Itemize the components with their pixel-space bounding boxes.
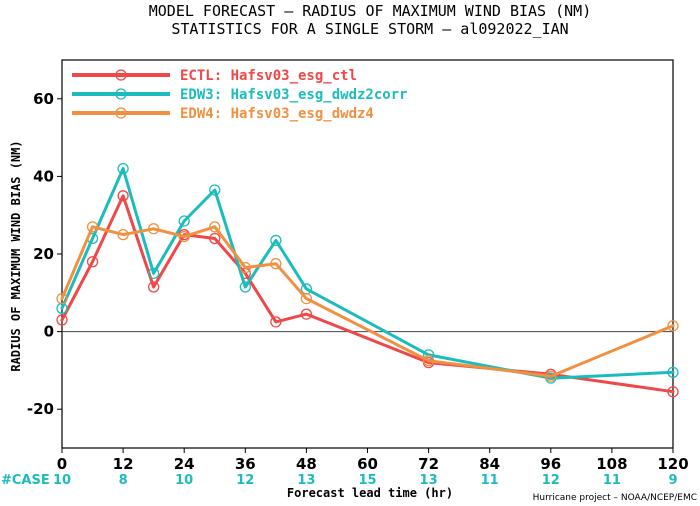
- data-point: [56, 292, 68, 305]
- data-point: [117, 190, 129, 202]
- x-tick-label: 36: [235, 455, 256, 473]
- y-tick-label: 40: [33, 167, 54, 185]
- legend-marker-2: [115, 88, 127, 100]
- credit-text: Hurricane project – NOAA/NCEP/EMC: [533, 493, 697, 503]
- chart-subtitle: STATISTICS FOR A SINGLE STORM – al092022…: [171, 20, 568, 38]
- x-tick-label: 24: [174, 455, 195, 473]
- x-tick-label: 12: [113, 455, 134, 473]
- data-point: [209, 221, 221, 233]
- series-line-2: [60, 167, 675, 380]
- data-point: [270, 316, 282, 328]
- data-point: [300, 292, 313, 305]
- legend: ECTL: Hafsv03_esg_ctl EDW3: Hafsv03_esg_d…: [72, 68, 408, 122]
- case-count: 13: [297, 473, 315, 488]
- x-tick-label: 96: [540, 455, 561, 473]
- chart-title: MODEL FORECAST – RADIUS OF MAXIMUM WIND …: [149, 2, 592, 20]
- x-tick-label: 108: [596, 455, 627, 473]
- legend-marker-3: [115, 107, 127, 119]
- data-point: [56, 314, 68, 326]
- axes: 0 12 24 36 48 60 72 84 96 108 120 -20 0 20 40 60: [27, 90, 689, 473]
- case-count: 8: [119, 473, 128, 488]
- legend-entry-1: ECTL: Hafsv03_esg_ctl: [180, 68, 357, 84]
- x-tick-label: 72: [418, 455, 439, 473]
- data-point: [178, 230, 190, 243]
- y-tick-label: 20: [33, 245, 54, 263]
- data-point: [209, 232, 221, 245]
- y-tick-label: 0: [44, 323, 54, 341]
- case-count: 9: [668, 473, 677, 488]
- data-point: [270, 258, 282, 270]
- data-point: [86, 256, 99, 268]
- legend-marker-1: [115, 69, 127, 81]
- y-tick-label: -20: [27, 400, 54, 418]
- data-point: [545, 370, 557, 382]
- data-point: [422, 355, 435, 367]
- x-tick-label: 0: [57, 455, 67, 473]
- case-count: 12: [542, 473, 560, 488]
- legend-entry-2: EDW3: Hafsv03_esg_dwdz2corr: [180, 87, 408, 103]
- data-point: [667, 366, 679, 378]
- case-count: 13: [420, 473, 438, 488]
- data-point: [147, 223, 160, 235]
- data-point: [667, 320, 679, 332]
- data-point: [270, 234, 282, 247]
- data-point: [117, 162, 129, 175]
- case-counts: 10 8 10 12 13 15 13 11 12 11 9: [53, 473, 678, 488]
- case-count: 15: [358, 473, 376, 488]
- y-tick-label: 60: [33, 90, 54, 108]
- case-label: #CASE: [1, 473, 50, 488]
- data-point: [209, 184, 221, 196]
- case-count: 11: [603, 473, 621, 488]
- data-point: [239, 261, 251, 274]
- case-count: 10: [53, 473, 71, 488]
- x-tick-label: 48: [296, 455, 317, 473]
- data-point: [86, 221, 99, 233]
- case-count: 12: [236, 473, 254, 488]
- case-count: 10: [175, 473, 193, 488]
- data-point: [178, 215, 190, 227]
- x-axis-label: Forecast lead time (hr): [287, 486, 453, 500]
- y-axis-label: RADIUS OF MAXIMUM WIND BIAS (NM): [9, 140, 23, 371]
- x-tick-label: 120: [657, 455, 688, 473]
- data-point: [300, 308, 313, 320]
- data-point: [147, 281, 160, 293]
- legend-entry-3: EDW4: Hafsv03_esg_dwdz4: [180, 106, 374, 122]
- data-point: [117, 228, 129, 241]
- x-tick-label: 84: [479, 455, 500, 473]
- data-point: [147, 267, 160, 280]
- data-point: [239, 281, 251, 293]
- case-count: 11: [481, 473, 499, 488]
- data-point: [667, 386, 679, 398]
- x-tick-label: 60: [357, 455, 378, 473]
- series-lines: [56, 162, 679, 398]
